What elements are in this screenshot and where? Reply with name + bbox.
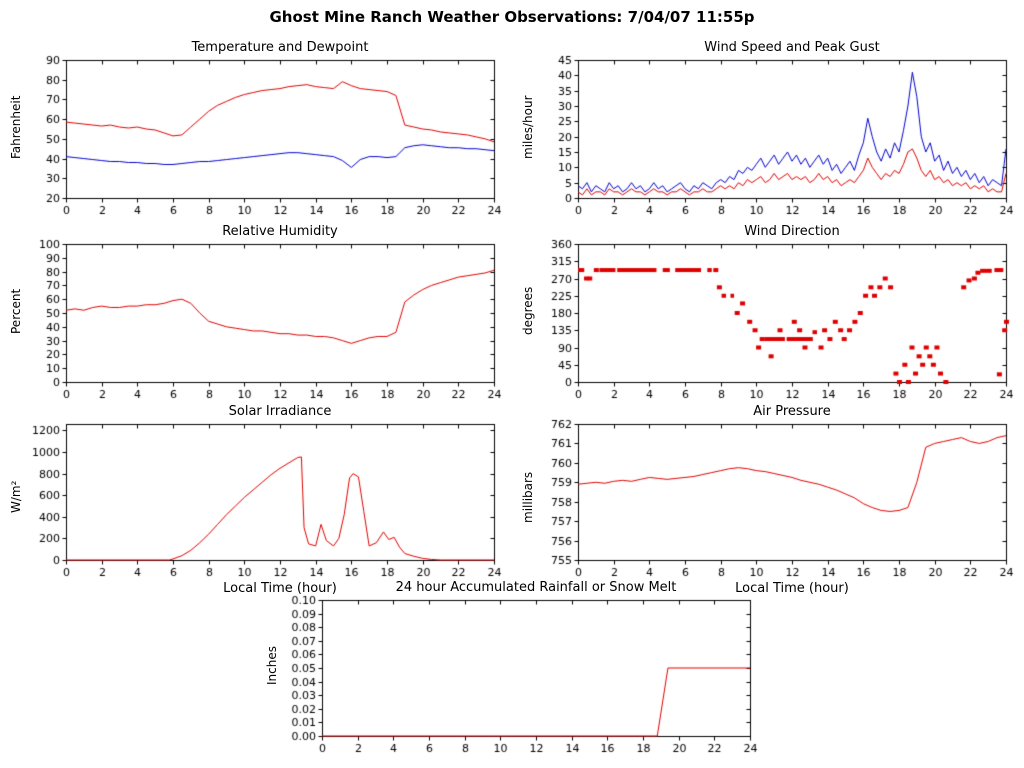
chart-accumulated-rainfall: 24 hour Accumulated Rainfall or Snow Mel… [264,576,758,760]
page-title: Ghost Mine Ranch Weather Observations: 7… [269,8,755,26]
plot-canvas [8,220,502,406]
chart-relative-humidity: Relative Humidity Percent [8,220,502,406]
plot-canvas [520,400,1014,598]
chart-wind-speed-gust: Wind Speed and Peak Gust miles/hour [520,36,1014,222]
plot-canvas [520,36,1014,222]
plot-canvas [8,36,502,222]
plot-canvas [520,220,1014,406]
chart-wind-direction: Wind Direction degrees [520,220,1014,406]
chart-air-pressure: Air Pressure millibars Local Time (hour) [520,400,1014,598]
plot-canvas [8,400,502,598]
plot-canvas [264,576,758,760]
chart-temperature-dewpoint: Temperature and Dewpoint Fahrenheit [8,36,502,222]
chart-solar-irradiance: Solar Irradiance W/m² Local Time (hour) [8,400,502,598]
